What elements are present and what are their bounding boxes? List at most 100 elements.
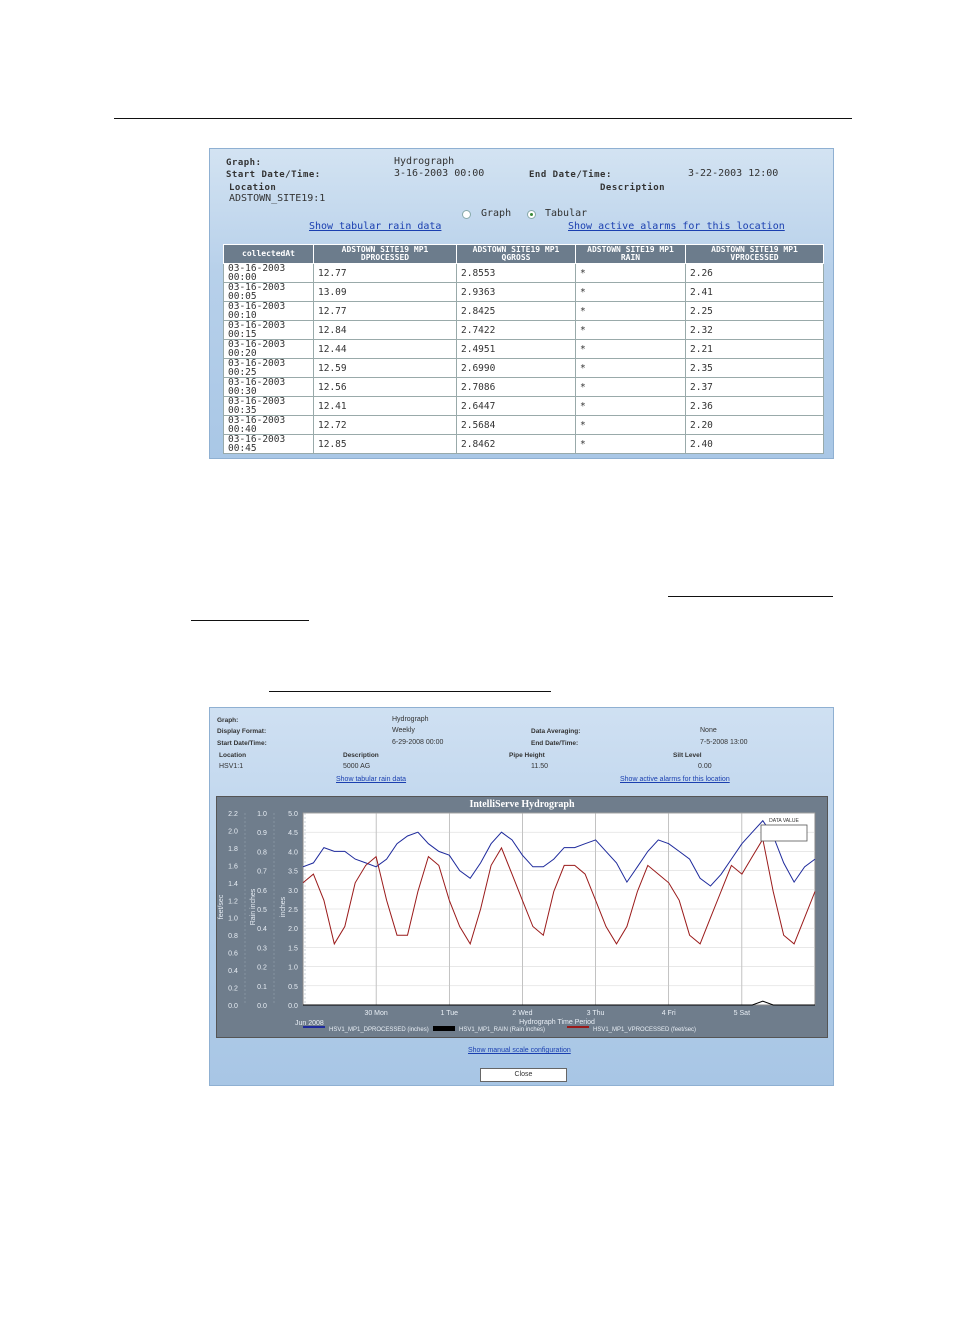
tabular-radio-label[interactable]: Tabular: [545, 208, 588, 219]
location-value: HSV1:1: [219, 763, 244, 770]
table-cell: 2.37: [685, 377, 824, 397]
table-cell: 03-16-2003 00:05: [223, 282, 314, 302]
table-row: 03-16-2003 00:25 12.59 2.6990 * 2.35: [223, 358, 824, 378]
table-cell: 2.8553: [456, 263, 576, 283]
table-cell: *: [575, 301, 686, 321]
show-alarms-link[interactable]: Show active alarms for this location: [568, 221, 785, 232]
table-cell: 12.85: [313, 434, 457, 454]
data-table: collectedAt ADSTOWN SITE19 MP1 DPROCESSED…: [223, 244, 824, 454]
end-datetime-label: End Date/Time:: [529, 170, 612, 180]
y-tick-label: 0.8: [257, 849, 267, 856]
table-cell: *: [575, 358, 686, 378]
graph-label: Graph:: [226, 158, 262, 168]
text-underline: [269, 691, 551, 692]
description-label: Description: [343, 752, 379, 759]
legend-label: HSV1_MP1_RAIN (Rain inches): [459, 1027, 545, 1033]
table-cell: *: [575, 415, 686, 435]
end-datetime-value: 3-22-2003 12:00: [688, 168, 779, 179]
table-cell: 12.44: [313, 339, 457, 359]
table-cell: 12.56: [313, 377, 457, 397]
end-datetime-label: End Date/Time:: [531, 740, 579, 747]
y-tick-label: 4.5: [288, 830, 298, 837]
y-tick-label: 0.5: [257, 907, 267, 914]
show-alarms-link[interactable]: Show active alarms for this location: [620, 776, 730, 783]
show-manual-scale-link[interactable]: Show manual scale configuration: [468, 1047, 571, 1054]
table-cell: 2.5684: [456, 415, 576, 435]
table-cell: 2.7086: [456, 377, 576, 397]
y-tick-label: 0.0: [288, 1003, 298, 1010]
column-header[interactable]: ADSTOWN SITE19 MP1 VPROCESSED: [685, 244, 824, 264]
y-tick-label: 0.7: [257, 869, 267, 876]
table-cell: 03-16-2003 00:25: [223, 358, 314, 378]
table-cell: 2.8425: [456, 301, 576, 321]
pipe-height-value: 11.50: [531, 763, 548, 770]
description-label: Description: [600, 183, 666, 193]
y-tick-label: 0.6: [228, 951, 238, 958]
y-axis-label: inches: [280, 896, 287, 917]
start-datetime-value: 6-29-2008 00:00: [392, 739, 444, 746]
start-datetime-label: Start Date/Time:: [226, 170, 321, 180]
data-value-box: [760, 824, 808, 842]
table-cell: 12.59: [313, 358, 457, 378]
silt-level-label: Silt Level: [673, 752, 702, 759]
y-tick-label: 1.4: [228, 881, 238, 888]
y-tick-label: 0.5: [288, 984, 298, 991]
table-row: 03-16-2003 00:15 12.84 2.7422 * 2.32: [223, 320, 824, 340]
y-tick-label: 0.1: [257, 984, 267, 991]
table-cell: *: [575, 320, 686, 340]
tabular-radio[interactable]: [527, 210, 536, 219]
table-cell: 2.36: [685, 396, 824, 416]
y-tick-label: 1.0: [257, 811, 267, 818]
table-row: 03-16-2003 00:45 12.85 2.8462 * 2.40: [223, 434, 824, 454]
legend-swatch: [303, 1026, 325, 1028]
table-cell: 03-16-2003 00:10: [223, 301, 314, 321]
description-value: 5000 AG: [343, 763, 371, 770]
x-tick-label: 1 Tue: [441, 1010, 459, 1017]
y-tick-label: 0.4: [257, 926, 267, 933]
chart-title: IntelliServe Hydrograph: [469, 799, 575, 810]
start-datetime-label: Start Date/Time:: [217, 740, 267, 747]
table-cell: 12.41: [313, 396, 457, 416]
y-tick-label: 1.5: [288, 945, 298, 952]
table-cell: 2.26: [685, 263, 824, 283]
hydrograph-chart: IntelliServe Hydrograph 30 Mon 1 Tue 2 Wed 3…: [218, 799, 816, 1033]
table-cell: *: [575, 339, 686, 359]
table-cell: 2.6447: [456, 396, 576, 416]
location-value: ADSTOWN_SITE19:1: [229, 193, 326, 204]
data-value-label: DATA VALUE: [769, 818, 799, 824]
y-tick-label: 1.8: [228, 846, 238, 853]
y-tick-label: 2.2: [228, 811, 238, 818]
close-button[interactable]: Close: [480, 1068, 567, 1082]
table-cell: 13.09: [313, 282, 457, 302]
table-row: 03-16-2003 00:00 12.77 2.8553 * 2.26: [223, 263, 824, 283]
column-header[interactable]: collectedAt: [223, 244, 314, 264]
page-header-rule: [114, 118, 852, 119]
y-tick-label: 1.6: [228, 863, 238, 870]
legend-label: HSV1_MP1_DPROCESSED (inches): [329, 1027, 429, 1033]
y-tick-label: 0.6: [257, 888, 267, 895]
x-tick-label: 30 Mon: [364, 1010, 387, 1017]
show-tabular-rain-link[interactable]: Show tabular rain data: [309, 221, 442, 232]
table-cell: 12.77: [313, 263, 457, 283]
data-averaging-value: None: [700, 727, 717, 734]
table-cell: 03-16-2003 00:20: [223, 339, 314, 359]
table-cell: 2.7422: [456, 320, 576, 340]
series-line-dprocessed: [302, 819, 816, 887]
graph-value: Hydrograph: [394, 156, 455, 167]
end-datetime-value: 7-5-2008 13:00: [700, 739, 748, 746]
legend-swatch: [433, 1026, 455, 1031]
x-tick-label: 3 Thu: [587, 1010, 605, 1017]
show-tabular-rain-link[interactable]: Show tabular rain data: [336, 776, 407, 783]
y-tick-label: 0.0: [257, 1003, 267, 1010]
graph-radio-label[interactable]: Graph: [481, 208, 512, 219]
column-header[interactable]: ADSTOWN SITE19 MP1 RAIN: [575, 244, 686, 264]
x-axis-label: Hydrograph Time Period: [519, 1019, 595, 1026]
pipe-height-label: Pipe Height: [509, 752, 545, 759]
graph-view-panel: Graph: Hydrograph Display Format: Weekly…: [209, 707, 834, 1086]
graph-radio[interactable]: [462, 210, 471, 219]
start-datetime-value: 3-16-2003 00:00: [394, 168, 485, 179]
text-underline: [191, 620, 309, 621]
column-header[interactable]: ADSTOWN SITE19 MP1 DPROCESSED: [313, 244, 457, 264]
column-header[interactable]: ADSTOWN SITE19 MP1 QGROSS: [456, 244, 576, 264]
series-line-vprocessed: [302, 837, 816, 946]
